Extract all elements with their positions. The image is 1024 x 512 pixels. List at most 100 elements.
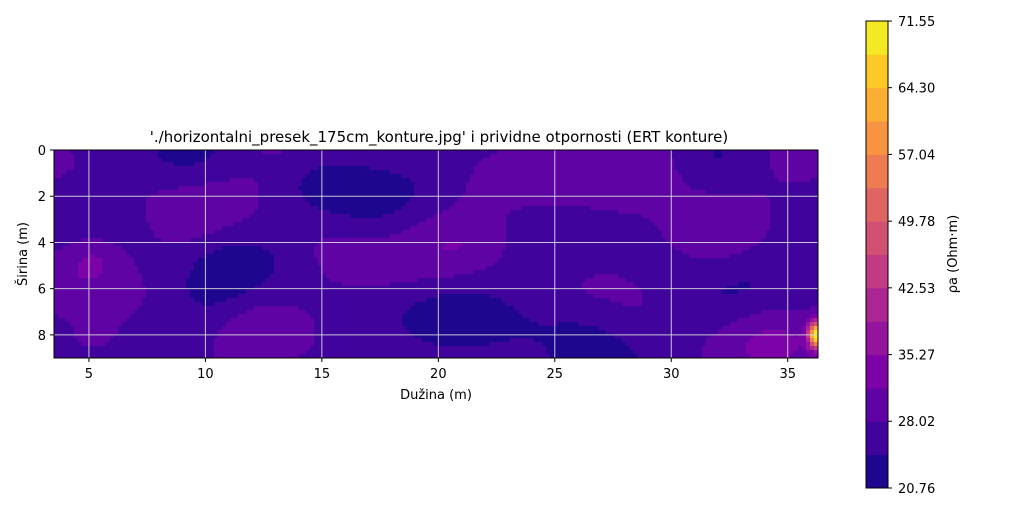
contour-cell — [226, 246, 231, 251]
contour-cell — [358, 210, 363, 215]
contour-cell — [450, 238, 455, 243]
contour-cell — [622, 238, 627, 243]
contour-cell — [554, 206, 559, 211]
contour-cell — [162, 198, 167, 203]
contour-cell — [78, 250, 83, 255]
contour-cell — [118, 170, 123, 175]
contour-cell — [290, 246, 295, 251]
contour-cell — [586, 190, 591, 195]
contour-cell — [458, 218, 463, 223]
contour-cell — [242, 202, 247, 207]
contour-cell — [602, 242, 607, 247]
contour-cell — [242, 214, 247, 219]
contour-cell — [130, 154, 135, 159]
contour-cell — [594, 198, 599, 203]
contour-cell — [670, 214, 675, 219]
contour-cell — [194, 210, 199, 215]
contour-cell — [682, 210, 687, 215]
contour-cell — [170, 230, 175, 235]
contour-cell — [134, 182, 139, 187]
contour-cell — [326, 190, 331, 195]
contour-cell — [814, 158, 818, 163]
contour-cell — [258, 222, 263, 227]
contour-cell — [610, 202, 615, 207]
contour-cell — [58, 166, 63, 171]
contour-cell — [342, 190, 347, 195]
contour-cell — [342, 154, 347, 159]
contour-cell — [394, 218, 399, 223]
contour-cell — [442, 218, 447, 223]
contour-cell — [202, 222, 207, 227]
contour-cell — [258, 202, 263, 207]
contour-cell — [678, 202, 683, 207]
contour-cell — [330, 226, 335, 231]
contour-cell — [226, 222, 231, 227]
contour-cell — [386, 198, 391, 203]
contour-cell — [138, 190, 143, 195]
contour-cell — [70, 182, 75, 187]
contour-cell — [266, 198, 271, 203]
contour-cell — [414, 226, 419, 231]
contour-cell — [474, 210, 479, 215]
contour-cell — [614, 166, 619, 171]
contour-cell — [654, 170, 659, 175]
contour-cell — [410, 222, 415, 227]
contour-cell — [182, 218, 187, 223]
contour-cell — [642, 206, 647, 211]
contour-cell — [470, 154, 475, 159]
contour-cell — [306, 246, 311, 251]
contour-cell — [530, 250, 535, 255]
contour-cell — [78, 254, 83, 259]
contour-cell — [358, 166, 363, 171]
contour-cell — [478, 162, 483, 167]
contour-cell — [686, 158, 691, 163]
contour-cell — [202, 162, 207, 167]
contour-cell — [158, 242, 163, 247]
contour-cell — [618, 246, 623, 251]
contour-cell — [290, 158, 295, 163]
contour-cell — [686, 166, 691, 171]
contour-cell — [226, 182, 231, 187]
contour-cell — [158, 170, 163, 175]
contour-cell — [302, 154, 307, 159]
contour-cell — [714, 170, 719, 175]
contour-cell — [198, 250, 203, 255]
contour-cell — [742, 218, 747, 223]
contour-cell — [170, 250, 175, 255]
contour-cell — [154, 190, 159, 195]
contour-cell — [422, 242, 427, 247]
contour-cell — [214, 182, 219, 187]
contour-cell — [146, 162, 151, 167]
contour-cell — [470, 198, 475, 203]
contour-cell — [638, 190, 643, 195]
contour-cell — [122, 234, 127, 239]
contour-cell — [562, 198, 567, 203]
contour-cell — [190, 246, 195, 251]
contour-cell — [470, 182, 475, 187]
contour-cell — [738, 242, 743, 247]
contour-cell — [298, 226, 303, 231]
contour-cell — [198, 182, 203, 187]
contour-cell — [354, 198, 359, 203]
contour-cell — [690, 182, 695, 187]
contour-cell — [110, 170, 115, 175]
contour-cell — [134, 214, 139, 219]
contour-cell — [282, 198, 287, 203]
contour-cell — [450, 158, 455, 163]
contour-cell — [114, 178, 119, 183]
contour-cell — [770, 242, 775, 247]
contour-cell — [166, 186, 171, 191]
contour-cell — [338, 218, 343, 223]
contour-cell — [514, 150, 519, 155]
contour-cell — [178, 198, 183, 203]
contour-cell — [526, 178, 531, 183]
contour-cell — [622, 222, 627, 227]
contour-cell — [486, 210, 491, 215]
contour-cell — [534, 238, 539, 243]
contour-cell — [622, 178, 627, 183]
contour-cell — [134, 254, 139, 259]
contour-cell — [618, 158, 623, 163]
contour-cell — [290, 214, 295, 219]
contour-cell — [390, 162, 395, 167]
contour-cell — [194, 154, 199, 159]
